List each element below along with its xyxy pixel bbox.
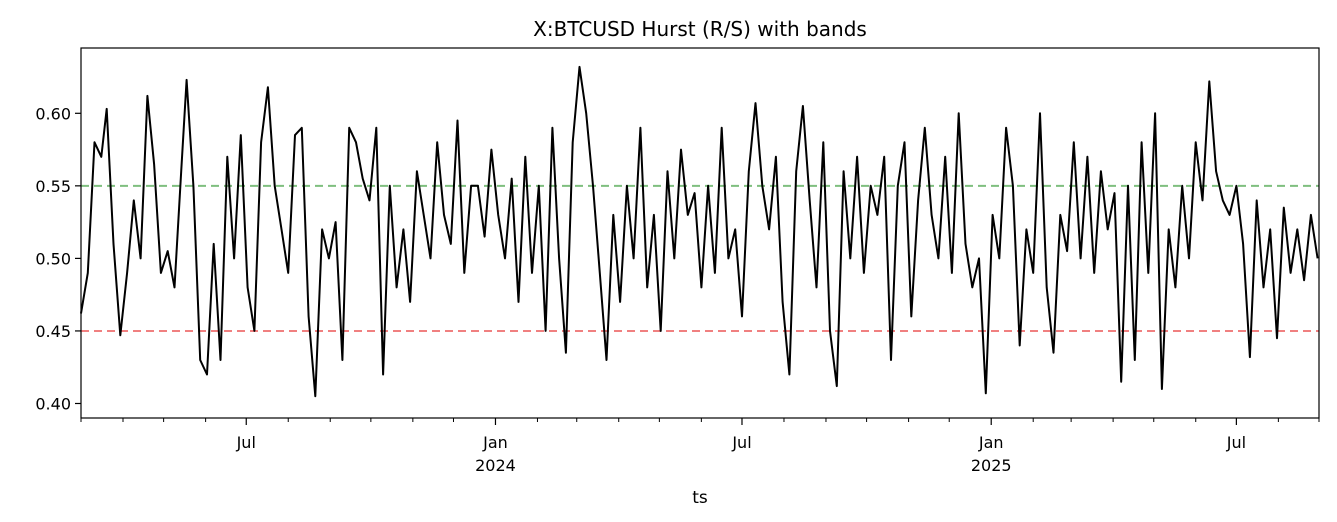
y-tick-label-1: 0.45 [35, 322, 71, 341]
y-tick-label-4: 0.60 [35, 104, 71, 123]
y-tick-label-0: 0.40 [35, 394, 71, 413]
plot-frame [80, 47, 1320, 419]
series-layer [80, 65, 1319, 398]
x-tick-label-3: Jan [978, 433, 1004, 452]
x-tick-label-0: Jul [236, 433, 256, 452]
y-axis: 0.40 0.45 0.50 0.55 0.60 [35, 104, 81, 413]
x-tick-label-2: Jul [731, 433, 751, 452]
y-tick-label-3: 0.55 [35, 177, 71, 196]
x-tick-label-4: Jul [1226, 433, 1246, 452]
x-tick-year-label-3: 2025 [971, 456, 1012, 475]
x-axis-label: ts [692, 488, 708, 508]
series-line-0 [80, 65, 1319, 398]
bands-layer [81, 184, 1319, 332]
x-tick-year-label-1: 2024 [475, 456, 516, 475]
x-axis: Jul Jan 2024 Jul Jan 2025 Jul [80, 418, 1320, 475]
y-tick-label-2: 0.50 [35, 249, 71, 268]
x-tick-label-1: Jan [482, 433, 508, 452]
chart-title: X:BTCUSD Hurst (R/S) with bands [533, 17, 867, 41]
